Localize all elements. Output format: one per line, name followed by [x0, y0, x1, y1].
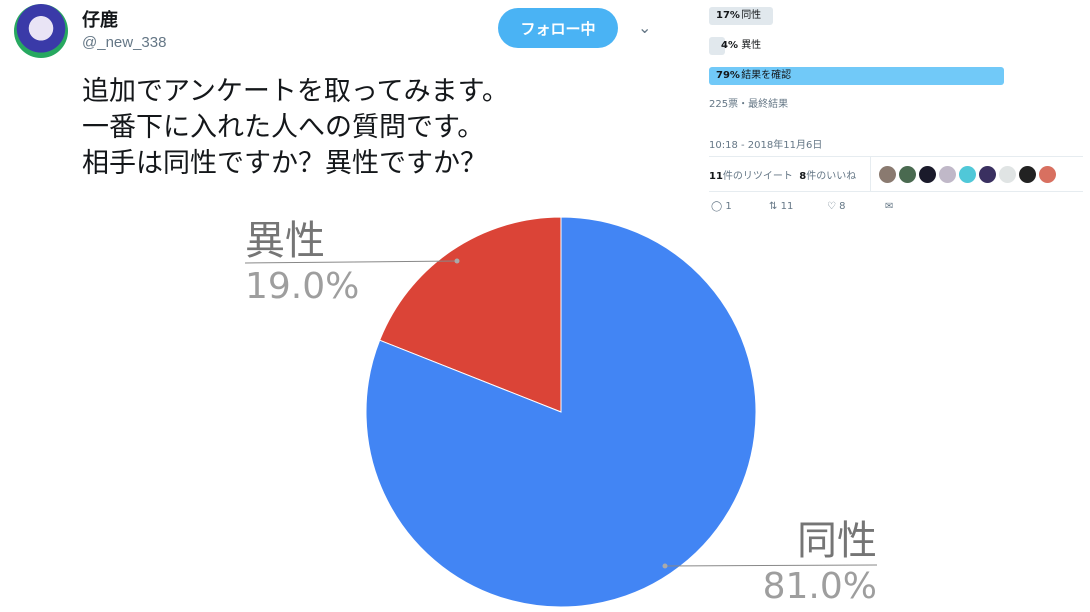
- heart-icon: ♡: [827, 201, 836, 212]
- envelope-icon: ✉: [885, 201, 894, 212]
- avatar[interactable]: [939, 165, 956, 183]
- retweet-button[interactable]: ⇅ 11: [769, 201, 794, 212]
- avatar[interactable]: [1019, 165, 1036, 183]
- following-button[interactable]: フォロー中: [498, 8, 618, 48]
- avatar[interactable]: [899, 165, 916, 183]
- slice-pct-label: 81.0%: [763, 566, 877, 607]
- avatar[interactable]: [919, 165, 936, 183]
- tweet-actions: ◯ 1 ⇅ 11 ♡ 8 ✉: [711, 201, 943, 212]
- chevron-down-icon[interactable]: ⌄: [638, 18, 652, 37]
- leader-line: [244, 260, 458, 264]
- liker-avatars: [870, 157, 1056, 191]
- slice-pct-label: 19.0%: [245, 266, 359, 307]
- retweet-icon: ⇅: [769, 201, 778, 212]
- avatar[interactable]: [879, 165, 896, 183]
- poll-option[interactable]: 79% 結果を確認: [709, 67, 1009, 85]
- reply-icon: ◯: [711, 201, 723, 212]
- retweet-count[interactable]: 11件のリツイート: [709, 170, 793, 182]
- user-handle[interactable]: @_new_338: [82, 34, 167, 51]
- message-button[interactable]: ✉: [885, 201, 943, 212]
- slice-label: 同性: [797, 518, 877, 564]
- like-count[interactable]: 8件のいいね: [799, 170, 857, 182]
- poll-summary: 225票・最終結果: [709, 99, 789, 110]
- avatar[interactable]: [959, 165, 976, 183]
- poll-option: 4% 異性: [709, 37, 1009, 55]
- poll: 17% 同性 4% 異性 79% 結果を確認 225票・最終結果 10:18 -…: [709, 7, 1009, 151]
- tweet-line: 相手は同性ですか？異性ですか？: [82, 148, 487, 179]
- avatar[interactable]: [14, 4, 68, 58]
- leader-line: [664, 564, 878, 567]
- reply-button[interactable]: ◯ 1: [711, 201, 732, 212]
- tweet-line: 一番下に入れた人への質問です。: [82, 112, 485, 143]
- engagement-stats: 11件のリツイート 8件のいいね: [709, 156, 1083, 192]
- tweet-text: 追加でアンケートを取ってみます。 一番下に入れた人への質問です。 相手は同性です…: [82, 74, 509, 182]
- pie-slice: [379, 216, 562, 413]
- tweet-line: 追加でアンケートを取ってみます。: [82, 76, 509, 107]
- leader-dot: [662, 563, 668, 569]
- user-name[interactable]: 仔鹿: [82, 10, 118, 31]
- poll-option: 17% 同性: [709, 7, 1009, 25]
- avatar[interactable]: [1039, 165, 1056, 183]
- leader-dot: [454, 258, 460, 264]
- timestamp[interactable]: 10:18 - 2018年11月6日: [709, 140, 823, 151]
- avatar[interactable]: [979, 165, 996, 183]
- like-button[interactable]: ♡ 8: [827, 201, 846, 212]
- slice-label: 異性: [245, 218, 325, 264]
- pie-slice: [365, 216, 757, 608]
- avatar[interactable]: [999, 165, 1016, 183]
